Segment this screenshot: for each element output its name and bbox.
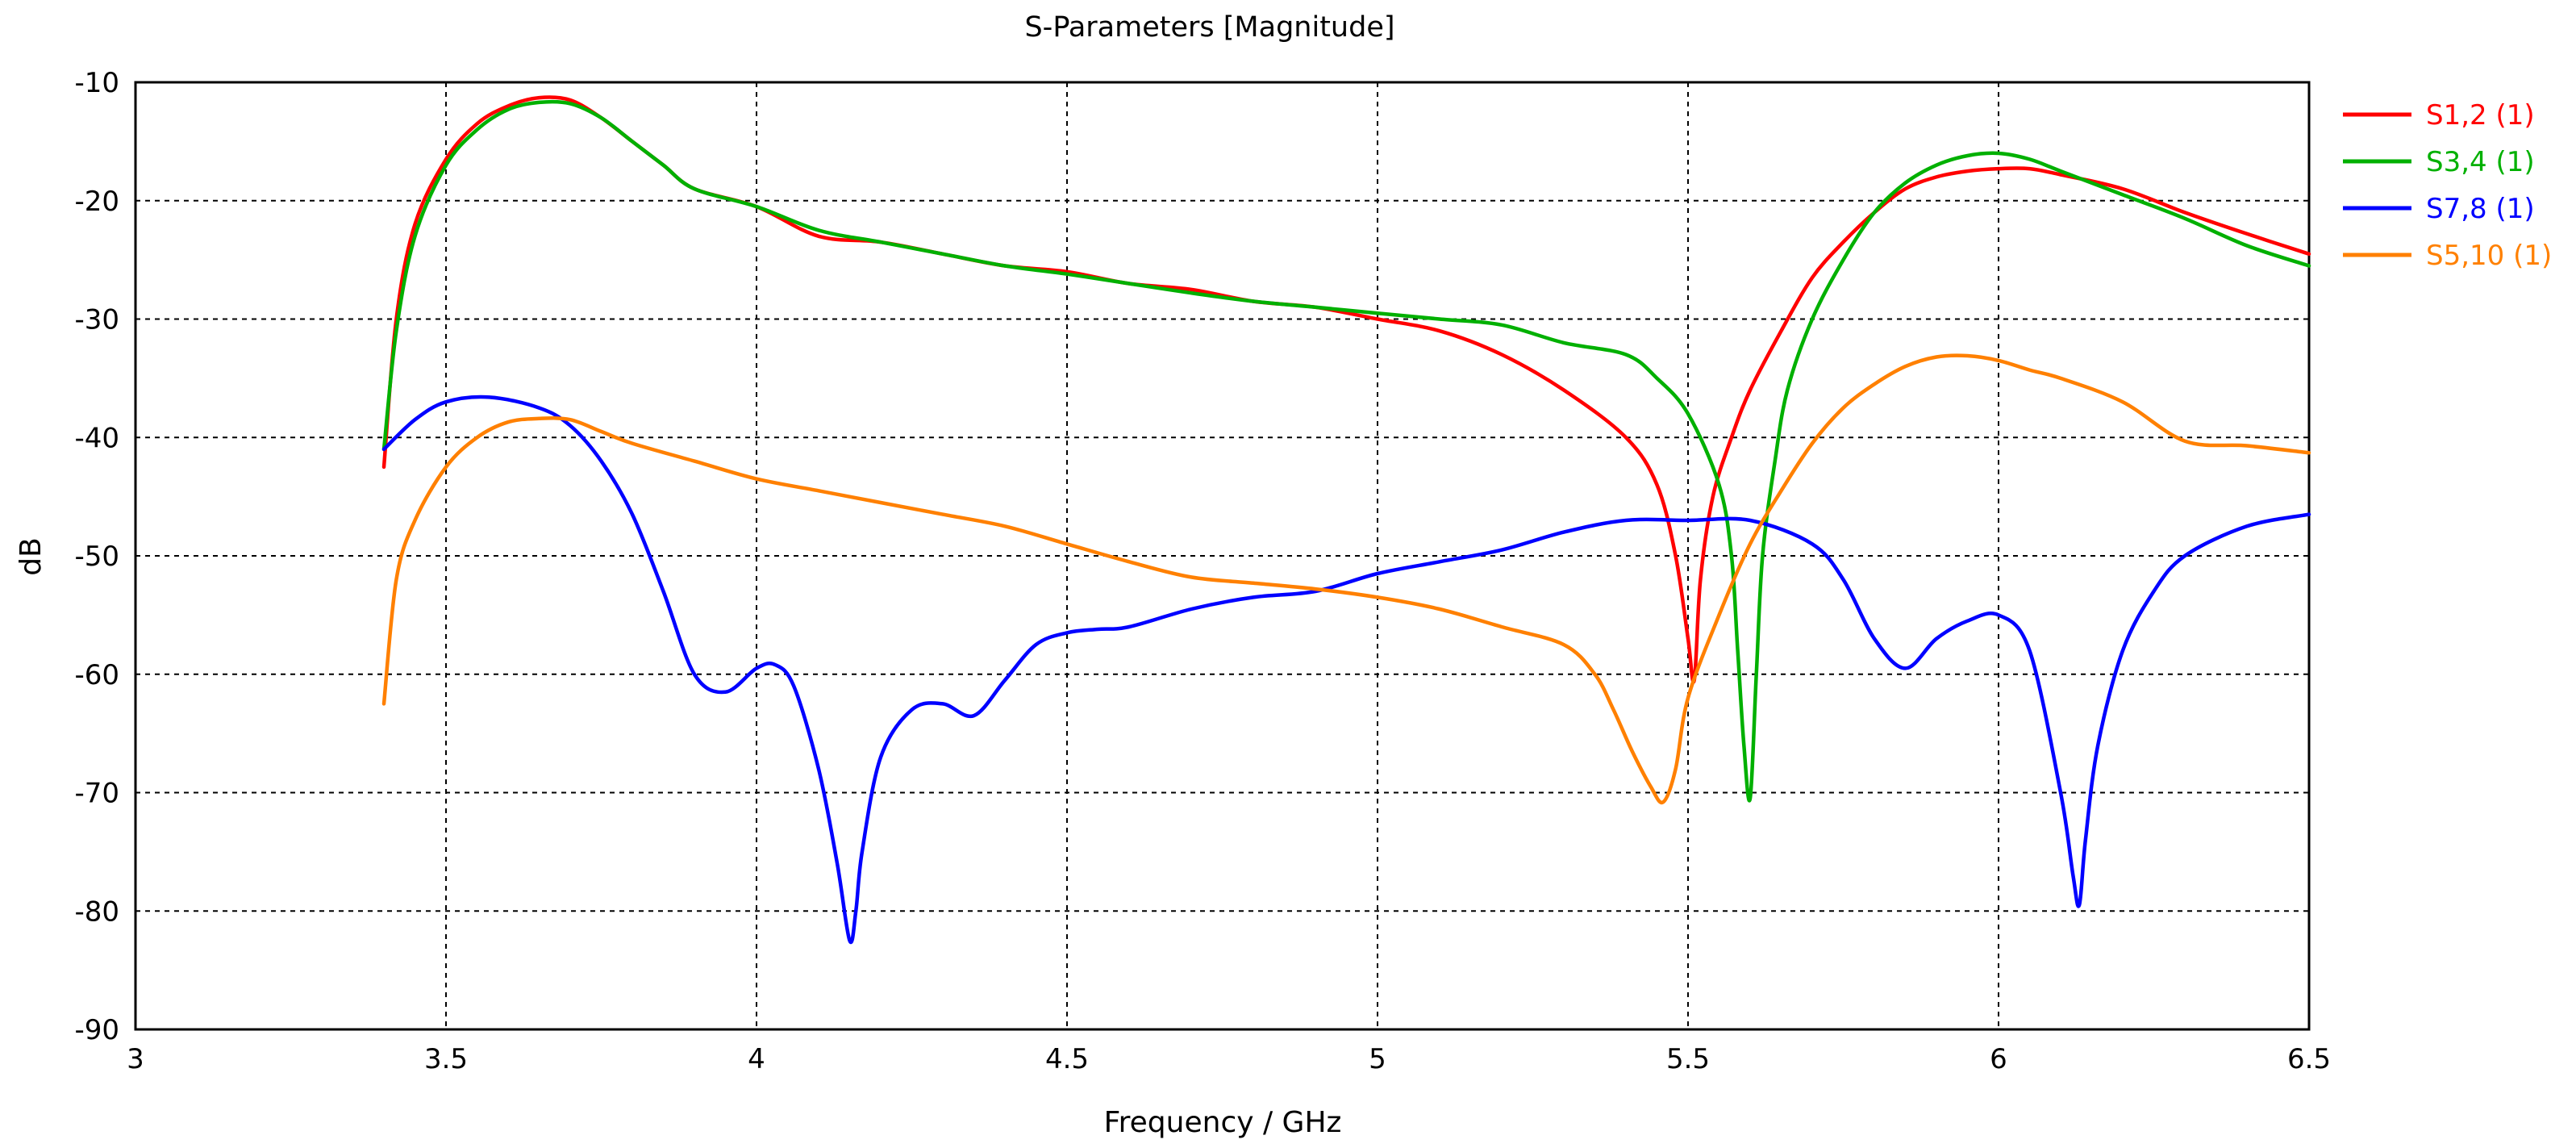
y-tick-label: -60	[74, 659, 119, 691]
x-tick-label: 6.5	[2287, 1043, 2331, 1075]
legend-item[interactable]: S1,2 (1)	[2343, 99, 2535, 131]
legend-item[interactable]: S5,10 (1)	[2343, 240, 2552, 272]
y-tick-label: -10	[74, 67, 119, 99]
x-tick-label: 4	[748, 1043, 765, 1075]
series-line-4	[381, 353, 2311, 805]
y-tick-label: -40	[74, 422, 119, 454]
legend-label: S5,10 (1)	[2426, 240, 2552, 272]
series-line-2	[381, 99, 2311, 803]
legend-item[interactable]: S7,8 (1)	[2343, 193, 2535, 225]
y-tick-label: -50	[74, 541, 119, 573]
grid-lines	[135, 82, 2309, 1029]
x-axis-label: Frequency / GHz	[1104, 1106, 1342, 1139]
x-tick-label: 3.5	[424, 1043, 468, 1075]
x-tick-label: 3	[127, 1043, 144, 1075]
y-tick-label: -30	[74, 304, 119, 336]
y-tick-label: -90	[74, 1014, 119, 1046]
x-tick-label: 4.5	[1045, 1043, 1089, 1075]
legend-label: S3,4 (1)	[2426, 146, 2535, 178]
x-tick-label: 5.5	[1666, 1043, 1710, 1075]
y-tick-label: -20	[74, 186, 119, 218]
x-axis-ticks: 3 3.5 4 4.5 5 5.5 6 6.5	[127, 1043, 2331, 1075]
chart-title: S-Parameters [Magnitude]	[1024, 11, 1394, 44]
legend-label: S1,2 (1)	[2426, 99, 2535, 131]
series-line-3	[381, 394, 2311, 945]
y-axis-ticks: -10 -20 -30 -40 -50 -60 -70 -80 -90	[74, 67, 119, 1046]
x-tick-label: 5	[1369, 1043, 1386, 1075]
y-tick-label: -80	[74, 895, 119, 928]
series-lines	[381, 95, 2311, 945]
legend-item[interactable]: S3,4 (1)	[2343, 146, 2535, 178]
legend-label: S7,8 (1)	[2426, 193, 2535, 225]
plot-frame	[134, 81, 2311, 1031]
y-tick-label: -70	[74, 778, 119, 810]
y-axis-label: dB	[15, 537, 48, 576]
legend[interactable]: S1,2 (1) S3,4 (1) S7,8 (1) S5,10 (1)	[2343, 99, 2552, 272]
x-tick-label: 6	[1990, 1043, 2007, 1075]
